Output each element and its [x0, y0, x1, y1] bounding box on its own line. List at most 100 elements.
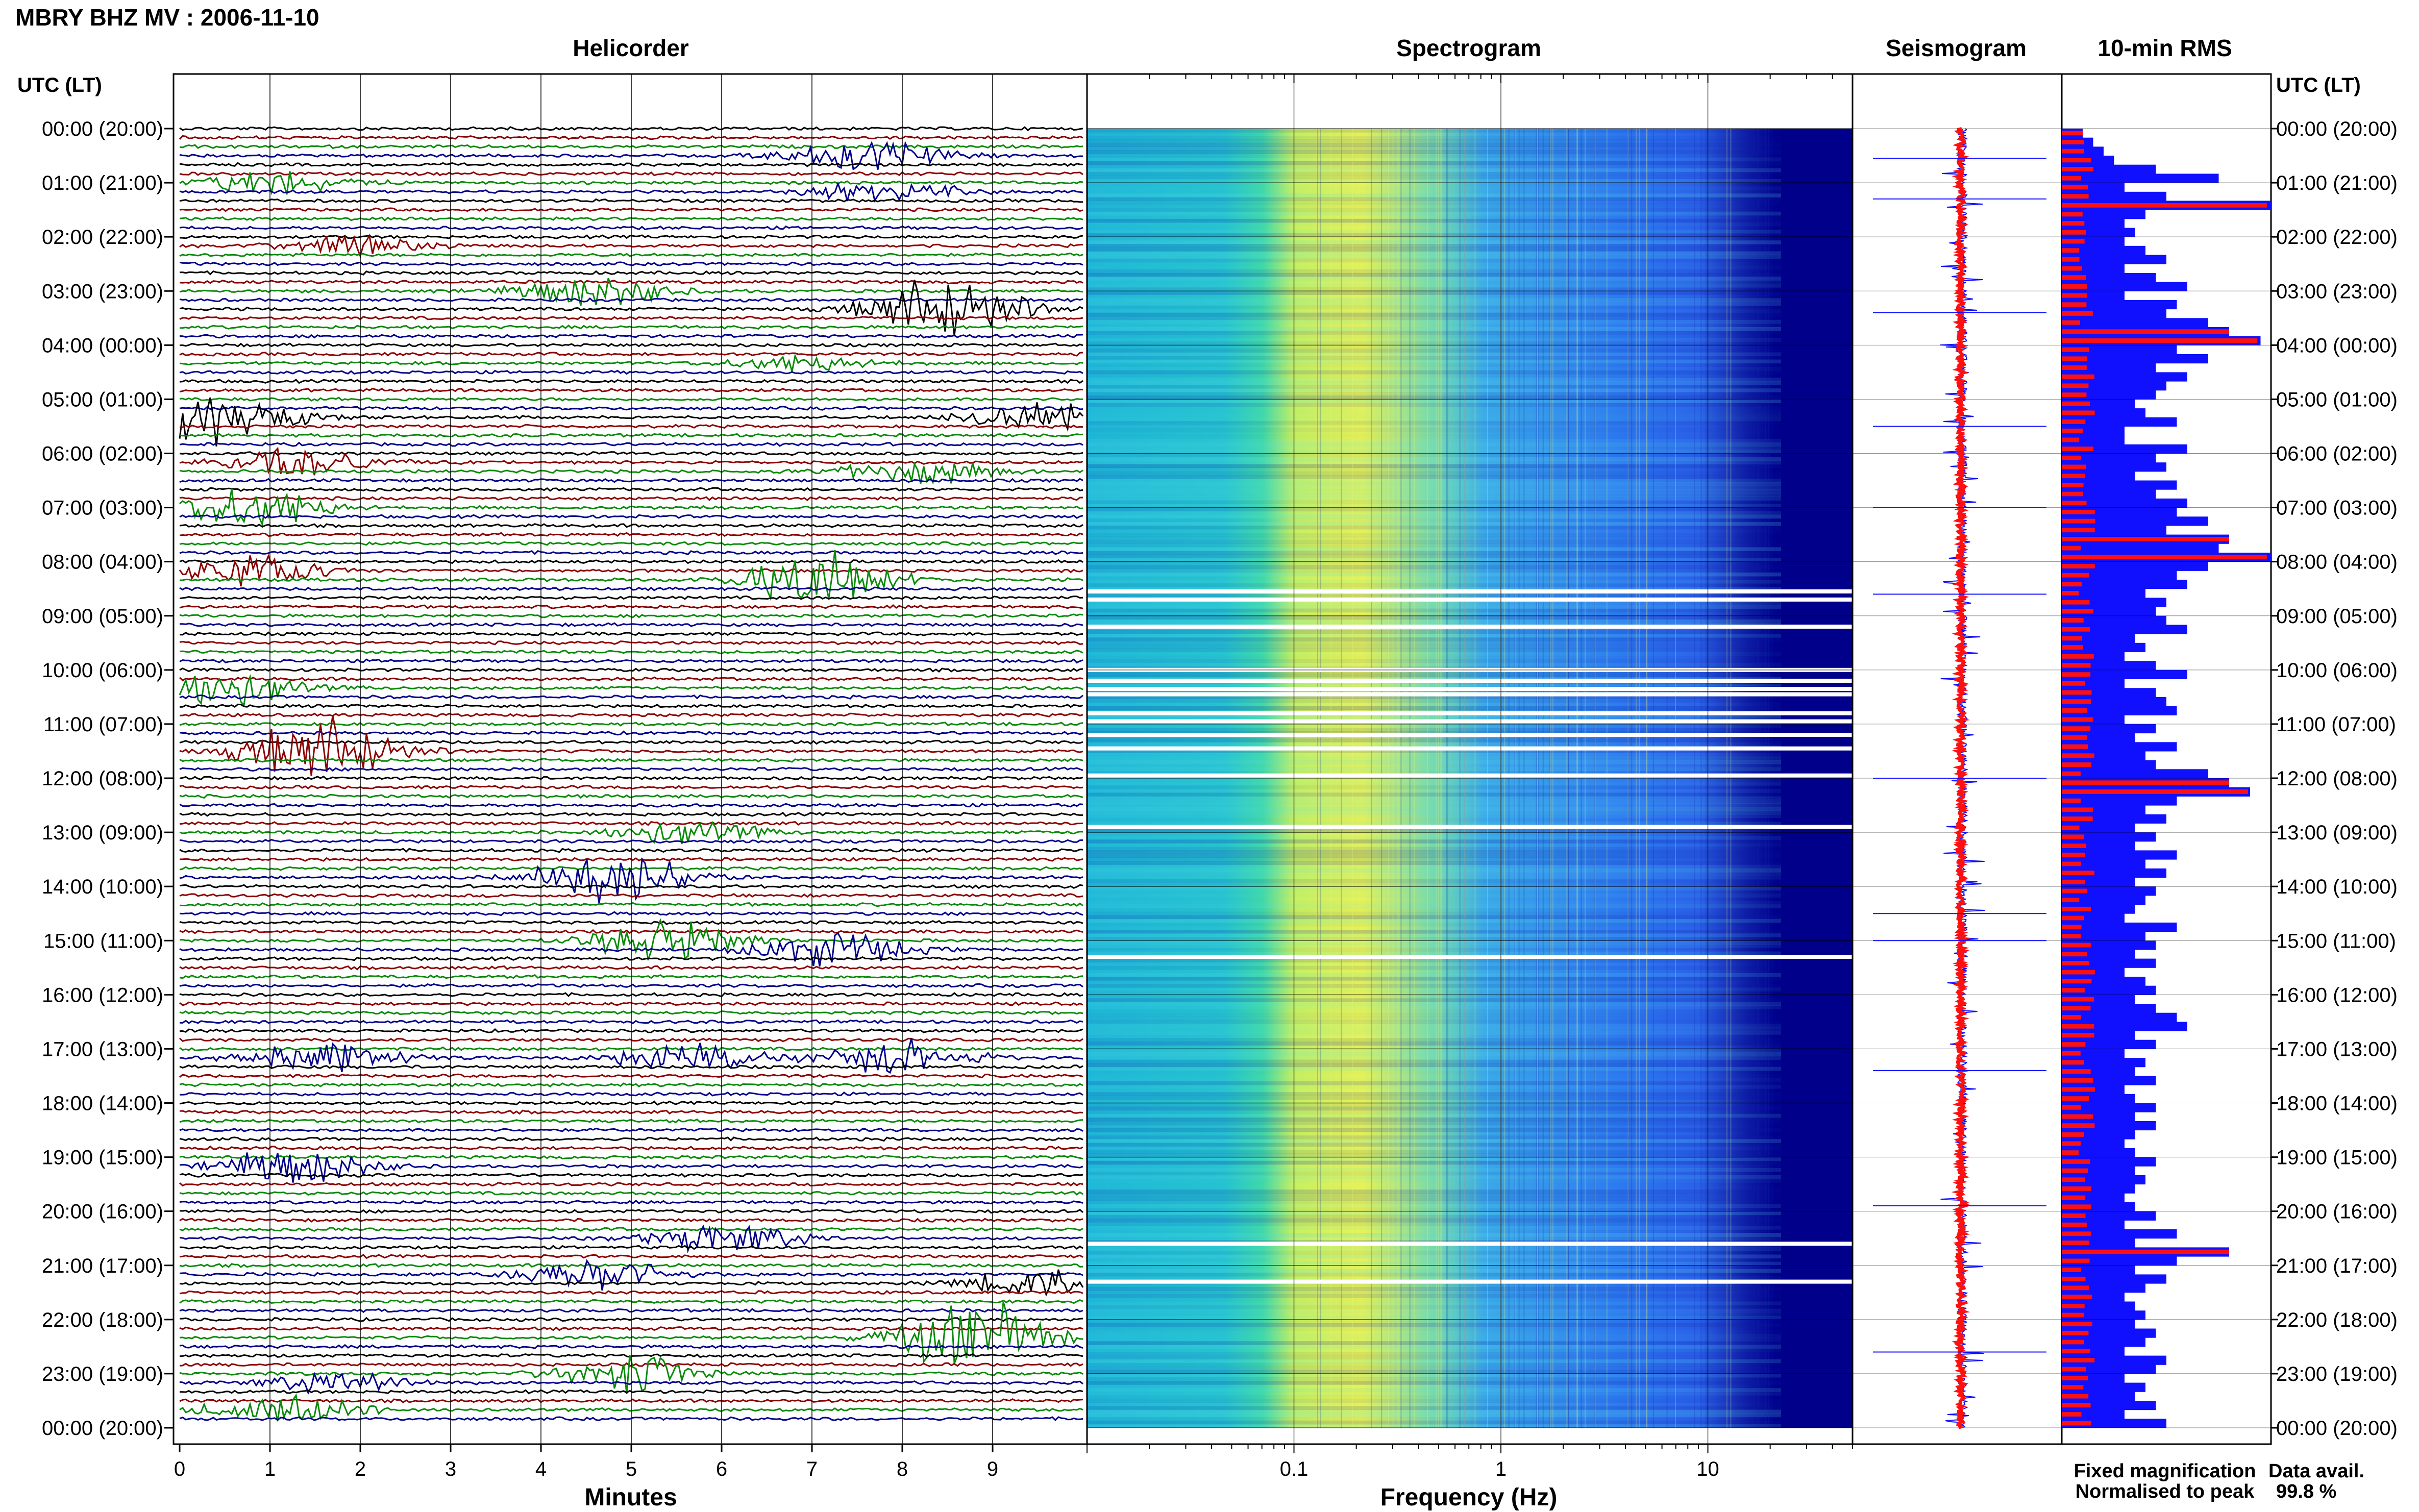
spectrogram-stripe	[1087, 933, 1781, 937]
spectrogram-stripe	[1087, 1330, 1781, 1334]
rms-bar-normalised	[2062, 744, 2088, 749]
rms-bar-normalised	[2062, 510, 2095, 514]
rms-bar-normalised	[2062, 645, 2083, 650]
spectrogram-stripe	[1087, 237, 1781, 241]
spectrogram-stripe	[1087, 756, 1781, 761]
helicorder-x-tick-label: 0	[174, 1458, 185, 1480]
spectrogram-stripe	[1087, 1417, 1781, 1421]
rms-bar-normalised	[2062, 1349, 2090, 1354]
rms-bar-normalised	[2062, 762, 2092, 767]
spectrogram-stripe	[1087, 168, 1781, 172]
spectrogram-stripe	[1087, 1186, 1781, 1190]
rms-bar-fixed	[2062, 489, 2156, 499]
spectrogram-stripe	[1087, 1143, 1781, 1147]
spectrogram-stripe	[1087, 940, 1781, 945]
spectrogram-data-gap	[1087, 733, 1853, 737]
spectrogram-stripe	[1087, 1366, 1781, 1371]
rms-bar-normalised	[2062, 1213, 2086, 1218]
rms-bar-normalised	[2062, 329, 2229, 334]
helicorder-panel: 0 1 2 3 4 5 6 7 8 9 Minutes	[172, 73, 1088, 1511]
spectrogram-stripe	[1087, 944, 1781, 948]
rms-bar-fixed	[2062, 931, 2145, 941]
spectrogram-stripe	[1087, 366, 1781, 371]
rms-bar-normalised	[2062, 1222, 2087, 1227]
spectrogram-stripe	[1087, 341, 1781, 345]
spectrogram-stripe	[1087, 695, 1781, 699]
spectrogram-stripe	[1087, 1139, 1781, 1143]
spectrogram-stripe	[1087, 901, 1781, 905]
spectrogram-stripe	[1087, 965, 1781, 970]
time-label-left: 00:00 (20:00)	[42, 118, 163, 140]
spectrogram-stripe	[1087, 1128, 1781, 1132]
rms-bar-normalised	[2062, 952, 2087, 957]
spectrogram-stripe	[1087, 1121, 1781, 1125]
rms-bar-fixed	[2062, 1012, 2177, 1022]
helicorder-x-tick-label: 6	[716, 1458, 727, 1480]
rms-bar-normalised	[2062, 167, 2093, 171]
spectrogram-stripe	[1087, 190, 1781, 194]
spectrogram-stripe	[1087, 836, 1781, 840]
spectrogram-stripe	[1087, 233, 1781, 237]
spectrogram-stripe	[1087, 1088, 1781, 1093]
rms-bar-normalised	[2062, 392, 2087, 397]
spectrogram-stripe	[1087, 1229, 1781, 1233]
spectrogram-stripe	[1087, 1059, 1781, 1064]
rms-bar-fixed	[2062, 462, 2166, 472]
rms-bar-normalised	[2062, 474, 2085, 479]
spectrogram-stripe	[1087, 576, 1781, 580]
spectrogram-stripe	[1087, 832, 1781, 836]
spectrogram-data-gap	[1087, 692, 1853, 697]
rms-bar-normalised	[2062, 1258, 2090, 1263]
spectrogram-stripe	[1087, 132, 1781, 136]
spectrogram-stripe	[1087, 879, 1781, 883]
spectrogram-stripe	[1087, 716, 1781, 721]
spectrogram-stripe	[1087, 615, 1781, 620]
time-label-right: 19:00 (15:00)	[2276, 1147, 2398, 1169]
time-label-right: 17:00 (13:00)	[2276, 1038, 2398, 1060]
spectrogram-stripe	[1087, 1294, 1781, 1298]
spectrogram-stripe	[1087, 143, 1781, 147]
rms-bar-normalised	[2062, 176, 2081, 181]
spectrogram-stripe	[1087, 1409, 1781, 1414]
spectrogram-stripe	[1087, 684, 1781, 688]
spectrogram-stripe	[1087, 352, 1781, 357]
rms-bar-fixed	[2062, 670, 2187, 679]
spectrogram-stripe	[1087, 500, 1781, 504]
spectrogram-stripe	[1087, 601, 1781, 606]
rms-bar-normalised	[2062, 194, 2089, 199]
spectrogram-stripe	[1087, 926, 1781, 930]
rms-bar-fixed	[2062, 498, 2187, 508]
time-label-right: 09:00 (05:00)	[2276, 605, 2398, 628]
spectrogram-stripe	[1087, 1211, 1781, 1216]
rms-bar-normalised	[2062, 780, 2229, 785]
rms-bar-normalised	[2062, 1268, 2082, 1272]
spectrogram-stripe	[1087, 706, 1781, 710]
spectrogram-stripe	[1087, 1301, 1781, 1306]
time-label-right: 11:00 (07:00)	[2276, 713, 2396, 736]
spectrogram-stripe	[1087, 338, 1781, 342]
spectrogram-stripe	[1087, 272, 1781, 277]
rms-bar-normalised	[2062, 1168, 2088, 1173]
spectrogram-stripe	[1087, 363, 1781, 367]
rms-bar-normalised	[2062, 1312, 2084, 1318]
spectrogram-data-gap	[1087, 955, 1853, 959]
spectrogram-stripe	[1087, 413, 1781, 418]
spectrogram-data-gap	[1087, 1279, 1853, 1284]
rms-bar-normalised	[2062, 789, 2248, 794]
rms-bar-normalised	[2062, 1195, 2086, 1200]
rms-bar-normalised	[2062, 1204, 2091, 1209]
spectrogram-stripe	[1087, 1359, 1781, 1364]
spectrogram-stripe	[1087, 1182, 1781, 1186]
rms-bar-fixed	[2062, 742, 2177, 752]
rms-bar-normalised	[2062, 338, 2258, 343]
rms-bar-normalised	[2062, 1177, 2086, 1182]
spectrogram-stripe	[1087, 446, 1781, 450]
time-label-left: 15:00 (11:00)	[43, 930, 163, 952]
rms-bar-normalised	[2062, 1042, 2086, 1047]
spectrogram-stripe	[1087, 886, 1781, 890]
rms-bar-normalised	[2062, 1241, 2090, 1245]
spectrogram-stripe	[1087, 937, 1781, 941]
spectrogram-stripe	[1087, 1189, 1781, 1194]
spectrogram-stripe	[1087, 1276, 1781, 1280]
spectrogram-stripe	[1087, 554, 1781, 559]
